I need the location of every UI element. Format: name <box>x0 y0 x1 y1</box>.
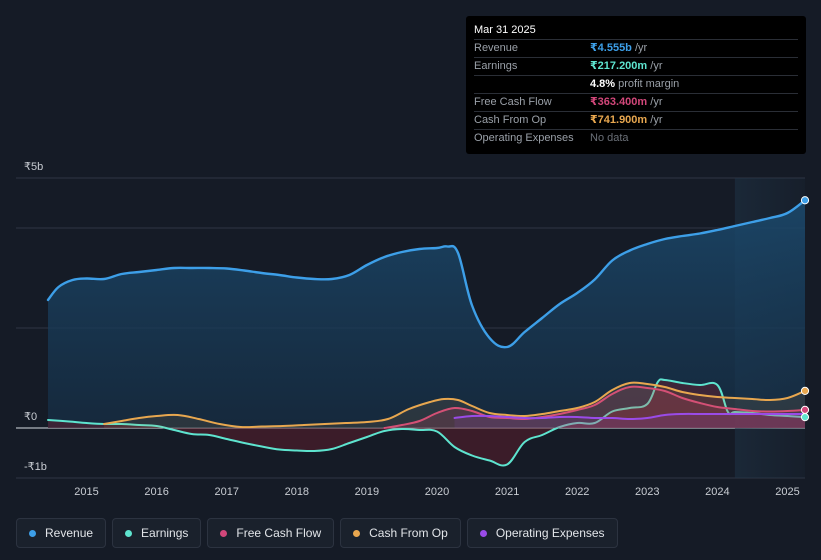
series-earnings <box>47 378 806 467</box>
legend-dot-icon <box>220 529 228 537</box>
x-tick-label: 2017 <box>214 486 238 498</box>
tooltip-row: 4.8% profit margin <box>474 75 798 93</box>
series-line-operating-expenses <box>453 412 806 420</box>
y-tick-label: ₹0 <box>24 411 37 423</box>
chart-area: ₹5b₹0-₹1b 2015 2016 2017 2018 2019 2020 2021 20… <box>16 161 810 498</box>
series-revenue <box>46 199 807 428</box>
tooltip-row-value: ₹741.900m /yr <box>590 112 662 129</box>
x-tick-label: 2018 <box>285 486 309 498</box>
tooltip-row-value: ₹217.200m /yr <box>590 58 662 75</box>
legend-item-earnings[interactable]: Earnings <box>112 518 202 548</box>
legend-dot-icon <box>125 529 133 537</box>
tooltip-rows: Revenue ₹4.555b /yr Earnings ₹217.200m /yr 4… <box>474 39 798 147</box>
legend-dot-icon <box>29 529 36 537</box>
legend-item-free-cash-flow[interactable]: Free Cash Flow <box>207 518 335 548</box>
series-line-free-cash-flow <box>383 385 806 429</box>
y-tick-label: -₹1b <box>24 461 47 473</box>
legend-label: Revenue <box>45 526 94 540</box>
series-area-revenue <box>48 200 805 428</box>
tooltip-row-label: Operating Expenses <box>474 132 574 144</box>
tooltip-date: Mar 31 2025 <box>474 24 536 36</box>
tooltip-row: Free Cash Flow ₹363.400m /yr <box>474 93 798 111</box>
legend-label: Earnings <box>141 526 189 540</box>
series-line-earnings <box>47 378 806 467</box>
tooltip-row-label: Revenue <box>474 42 519 54</box>
tooltip-value-unit: /yr <box>647 114 663 126</box>
series-free-cash-flow <box>383 385 806 429</box>
endpoint-marker-revenue <box>800 196 810 205</box>
endpoint-marker-free-cash-flow <box>800 405 810 414</box>
tooltip-row-label: Earnings <box>474 60 518 72</box>
tooltip-row-value: 4.8% profit margin <box>590 76 679 93</box>
legend-item-cash-from-op[interactable]: Cash From Op <box>340 518 461 548</box>
tooltip-row-label <box>474 76 590 93</box>
x-tick-label: 2021 <box>495 486 519 498</box>
tooltip-row: Revenue ₹4.555b /yr <box>474 39 798 57</box>
tooltip-value-number: No data <box>590 132 629 144</box>
tooltip-value-number: ₹4.555b <box>590 42 632 54</box>
tooltip-row: Earnings ₹217.200m /yr <box>474 57 798 75</box>
tooltip-value-number: 4.8% <box>590 78 616 90</box>
tooltip-row-value: ₹4.555b /yr <box>590 40 647 57</box>
tooltip-value-number: ₹363.400m <box>590 96 648 108</box>
tooltip-row-label: Cash From Op <box>474 114 547 126</box>
series-area-earnings <box>48 379 805 466</box>
y-axis: ₹5b ₹0 -₹1b <box>24 161 47 473</box>
tooltip-panel: Mar 31 2025 Revenue ₹4.555b /yr Earnings ₹2… <box>466 16 806 154</box>
legend-item-operating-expenses[interactable]: Operating Expenses <box>466 518 618 548</box>
tooltip-value-unit: /yr <box>647 96 663 108</box>
legend-label: Cash From Op <box>369 526 448 540</box>
series-cash-from-op <box>103 381 806 429</box>
tooltip-row-label: Free Cash Flow <box>474 96 552 108</box>
legend: Revenue Earnings Free Cash Flow Cash From O… <box>16 518 618 548</box>
tooltip-value-number: ₹217.200m <box>590 60 648 72</box>
x-tick-label: 2022 <box>565 486 589 498</box>
series-line-revenue <box>46 199 807 349</box>
endpoint-marker-cash-from-op <box>800 386 810 395</box>
series-area-cash-from-op <box>104 382 805 428</box>
legend-label: Operating Expenses <box>495 526 605 540</box>
tooltip-row-value: No data <box>590 130 629 147</box>
tooltip-value-unit: /yr <box>647 60 663 72</box>
series-operating-expenses <box>453 412 806 428</box>
x-tick-label: 2023 <box>635 486 659 498</box>
series-line-cash-from-op <box>103 381 806 429</box>
tooltip-row: Operating Expenses No data <box>474 129 798 147</box>
legend-item-revenue[interactable]: Revenue <box>16 518 107 548</box>
tooltip-row: Cash From Op ₹741.900m /yr <box>474 111 798 129</box>
tooltip-value-unit: profit margin <box>615 78 680 90</box>
tooltip-row-value: ₹363.400m /yr <box>590 94 662 111</box>
tooltip-value-unit: /yr <box>631 42 648 54</box>
legend-label: Free Cash Flow <box>236 526 322 540</box>
y-tick-label: ₹5b <box>24 161 43 173</box>
legend-dot-icon <box>479 529 487 537</box>
legend-dot-icon <box>353 529 361 537</box>
series-area-operating-expenses <box>454 413 805 428</box>
x-tick-label: 2019 <box>355 486 379 498</box>
x-tick-label: 2020 <box>425 486 449 498</box>
endpoint-marker-earnings <box>800 413 810 422</box>
x-tick-label: 2016 <box>144 486 168 498</box>
x-tick-label: 2024 <box>705 486 729 498</box>
series-layer <box>46 196 810 467</box>
x-tick-label: 2025 <box>775 486 799 498</box>
x-tick-label: 2015 <box>74 486 98 498</box>
tooltip-value-number: ₹741.900m <box>590 114 648 126</box>
x-axis: 2015 2016 2017 2018 2019 2020 2021 2022 2023 2024… <box>74 486 799 498</box>
